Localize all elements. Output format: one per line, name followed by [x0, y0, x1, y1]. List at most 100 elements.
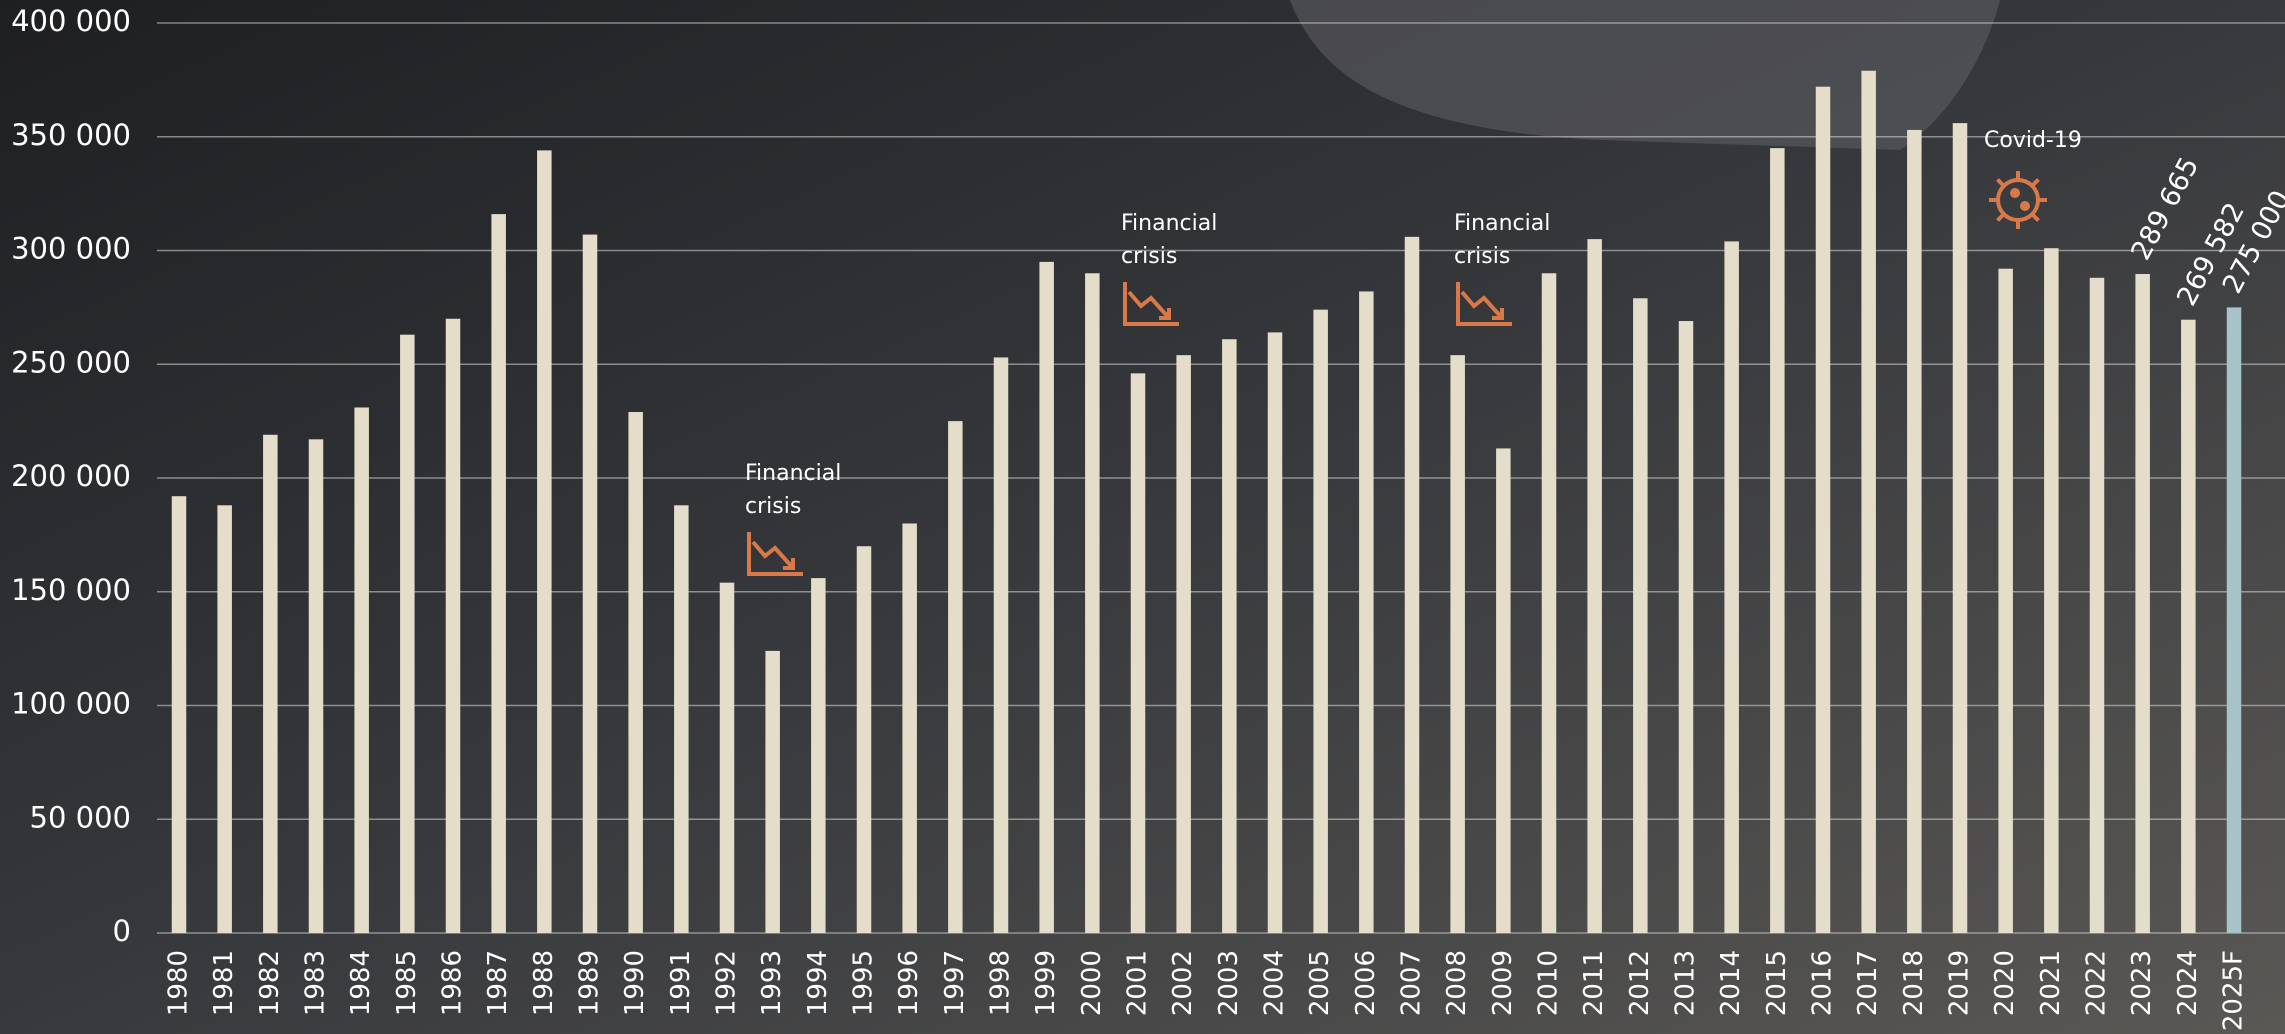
y-tick-label: 400 000 — [11, 4, 131, 38]
bar — [582, 234, 598, 933]
x-tick-label: 2007 — [1397, 950, 1427, 1016]
x-tick-label: 1982 — [255, 950, 285, 1016]
annotation-text: crisis — [745, 494, 801, 519]
x-tick-label: 1981 — [209, 950, 239, 1016]
icon-part — [2030, 178, 2040, 188]
x-tick-label: 2025F — [2219, 950, 2249, 1031]
crisis-icon — [747, 532, 803, 576]
bar — [537, 150, 552, 933]
bar — [765, 650, 780, 933]
icon-part — [1996, 178, 2006, 188]
x-tick-label: 1983 — [301, 950, 331, 1016]
bar — [811, 578, 826, 933]
bar — [2226, 307, 2242, 933]
x-tick-label: 1988 — [529, 950, 559, 1016]
x-tick-label: 2014 — [1716, 950, 1746, 1016]
bar — [1359, 291, 1374, 933]
bar — [171, 496, 187, 933]
bar — [2044, 248, 2059, 934]
bar — [1176, 355, 1191, 933]
y-tick-label: 50 000 — [30, 800, 131, 834]
bar — [1998, 268, 2013, 933]
bar — [1404, 236, 1420, 934]
bar — [1724, 241, 1739, 933]
bar — [628, 412, 643, 933]
icon-part — [1460, 290, 1504, 320]
bar — [993, 357, 1009, 933]
x-tick-label: 1991 — [666, 950, 696, 1016]
x-tick-label: 2005 — [1305, 950, 1335, 1016]
x-tick-label: 1990 — [620, 950, 650, 1016]
bar — [354, 407, 369, 934]
x-tick-label: 2012 — [1625, 950, 1655, 1016]
x-tick-label: 2015 — [1762, 950, 1792, 1016]
bar — [2089, 277, 2105, 933]
icon-part — [2030, 212, 2040, 222]
y-tick-label: 300 000 — [11, 232, 131, 266]
icon-part — [747, 532, 803, 576]
bar — [856, 546, 872, 933]
x-tick-label: 1996 — [894, 950, 924, 1016]
bar — [1541, 273, 1557, 933]
bar — [1633, 298, 1648, 933]
x-tick-label: 2000 — [1077, 950, 1107, 1016]
bar — [1222, 339, 1237, 934]
x-tick-label: 2013 — [1671, 950, 1701, 1016]
annotation-text: crisis — [1121, 244, 1177, 269]
bar — [1039, 261, 1054, 933]
bar — [1450, 355, 1465, 933]
x-tick-label: 2010 — [1534, 950, 1564, 1016]
x-tick-label: 1989 — [575, 950, 605, 1016]
y-tick-label: 350 000 — [11, 118, 131, 152]
annotation-text: Financial — [1454, 211, 1550, 236]
bar — [217, 505, 232, 933]
y-tick-label: 150 000 — [11, 573, 131, 607]
icon-part — [1127, 290, 1171, 320]
icon-part — [2020, 201, 2030, 211]
x-tick-label: 2019 — [1945, 950, 1975, 1016]
x-tick-label: 2023 — [2127, 950, 2157, 1016]
covid-icon — [1989, 171, 2047, 229]
x-tick-label: 2022 — [2082, 950, 2112, 1016]
bar — [1130, 373, 1146, 934]
y-tick-label: 200 000 — [11, 459, 131, 493]
y-tick-label: 0 — [113, 914, 131, 948]
x-tick-label: 2016 — [1808, 950, 1838, 1016]
bar — [1085, 273, 1100, 933]
x-tick-label: 2009 — [1488, 950, 1518, 1016]
x-tick-label: 1987 — [483, 950, 513, 1016]
bar — [1770, 148, 1785, 933]
x-tick-label: 1984 — [346, 950, 376, 1016]
x-tick-label: 1985 — [392, 950, 422, 1016]
x-tick-label: 2020 — [1990, 950, 2020, 1016]
bar — [1496, 448, 1511, 933]
bar — [902, 523, 917, 933]
x-tick-label: 1986 — [438, 950, 468, 1016]
x-tick-label: 1980 — [164, 950, 194, 1016]
bar — [400, 334, 415, 933]
x-tick-label: 2003 — [1214, 950, 1244, 1016]
bar — [1313, 309, 1328, 933]
icon-part — [1123, 282, 1179, 326]
crisis-icon — [1456, 282, 1512, 326]
bar — [1907, 129, 1922, 934]
bar — [2181, 319, 2196, 934]
bar — [674, 505, 689, 933]
icon-part — [1456, 282, 1512, 326]
x-tick-label: 2021 — [2036, 950, 2066, 1016]
icon-part — [751, 540, 795, 570]
bar — [491, 214, 506, 934]
crisis-icon — [1123, 282, 1179, 326]
bar — [308, 439, 324, 933]
x-tick-label: 1995 — [849, 950, 879, 1016]
bar — [445, 318, 461, 933]
bar — [1861, 70, 1876, 933]
x-tick-label: 2024 — [2173, 950, 2203, 1016]
bar — [1267, 332, 1283, 933]
x-tick-label: 1998 — [986, 950, 1016, 1016]
bar — [1587, 239, 1602, 933]
bar — [263, 434, 278, 933]
bar — [1678, 321, 1694, 933]
x-tick-label: 2001 — [1123, 950, 1153, 1016]
